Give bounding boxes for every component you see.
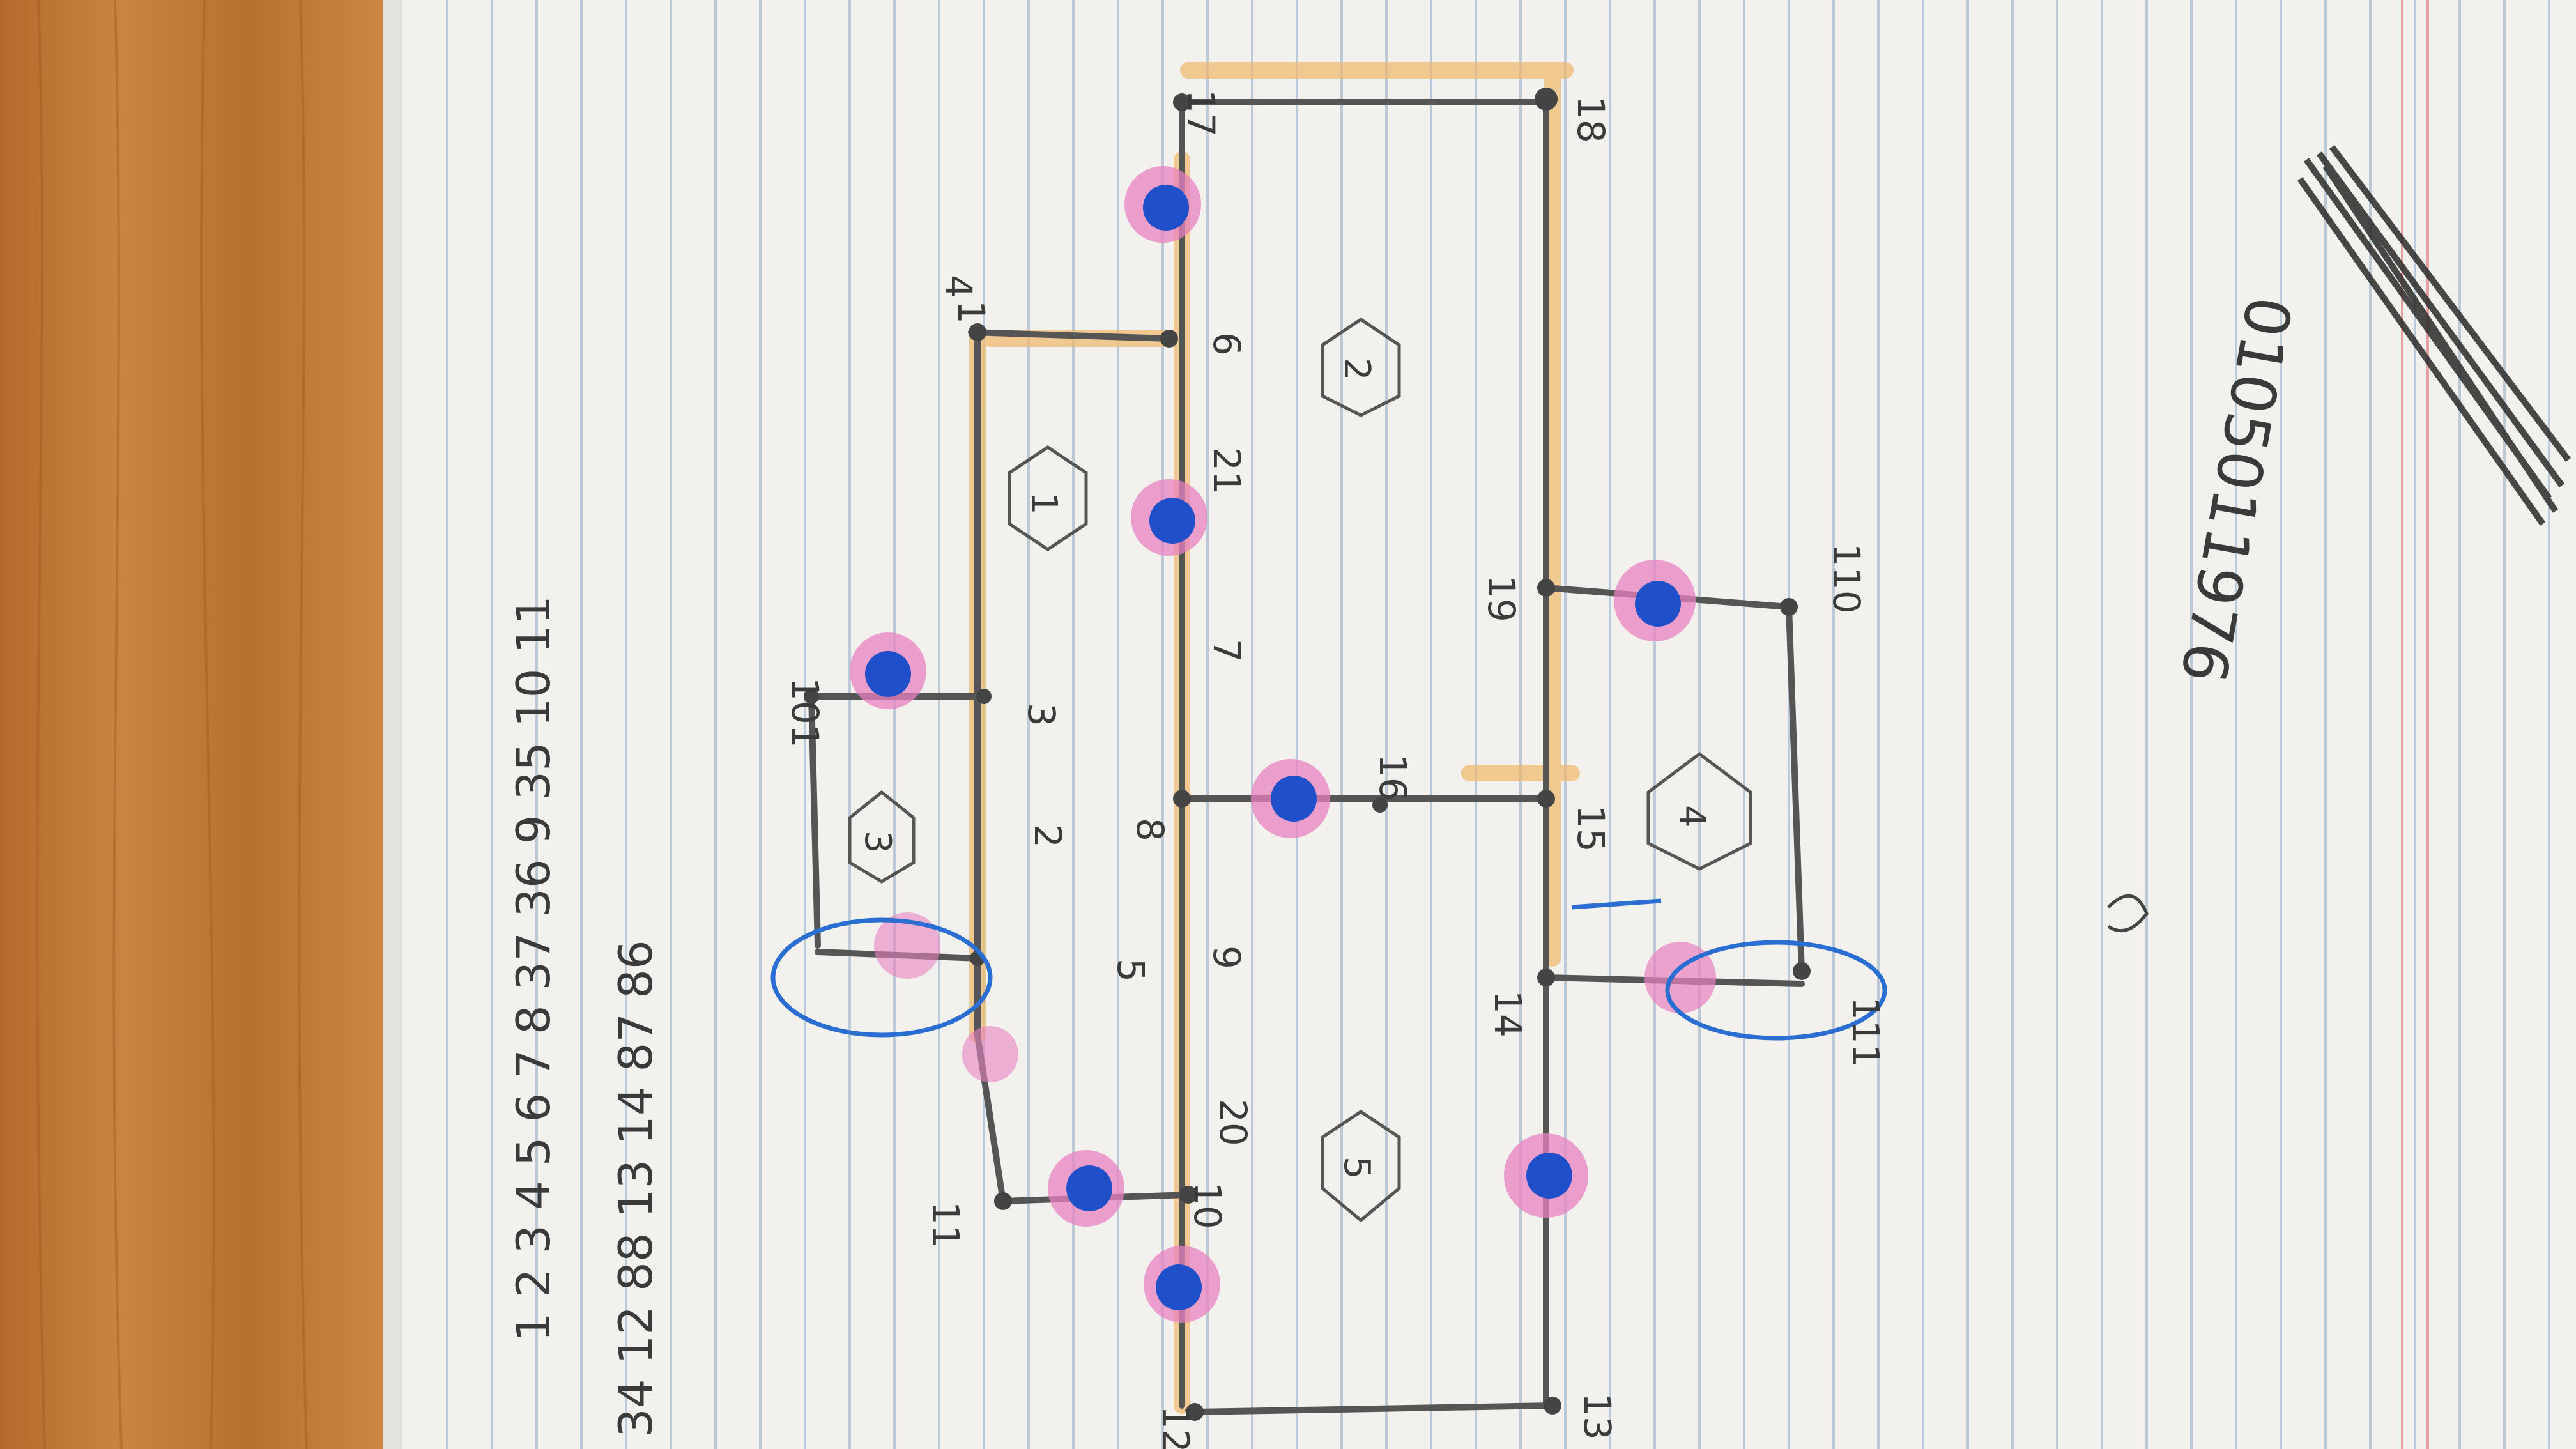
node-label: 7 [1205,639,1248,663]
node-label: 3 [1020,703,1063,726]
hexagon-label: 5 [1336,1156,1377,1179]
node-label: 101 [783,677,827,748]
node-label: 1 [949,300,993,324]
node-label: 110 [1825,543,1868,614]
paper-sheet [383,0,2576,1449]
hexagon-label: 4 [1671,805,1713,828]
node-label: 16 [1371,754,1414,801]
second-number-row: 34 12 88 13 14 87 86 [609,940,663,1438]
node-label: 111 [1844,997,1887,1068]
top-number-row: 1 2 3 4 5 6 7 8 37 36 9 35 10 11 [507,595,560,1342]
node-label: 13 [1575,1393,1619,1440]
pencil-scribble [2297,144,2571,526]
node-label: 12 [1154,1406,1197,1449]
node-label: 8 [1128,818,1172,841]
node-label: 18 [1569,96,1613,143]
node-label: 2 [1026,824,1070,848]
node-label: 20 [1211,1099,1255,1146]
hexagon-label: 1 [1023,492,1064,515]
hexagon-label: 3 [857,831,898,854]
node-label: 17 [1179,89,1223,137]
node-label: 21 [1205,447,1248,494]
node-label: 14 [1486,990,1529,1038]
node-label: 15 [1569,805,1613,852]
node-label: 11 [924,1201,967,1248]
hexagon-markers [848,317,1752,1223]
colored-markers [770,166,1887,1322]
node-label: 5 [1109,958,1153,982]
node-label: 9 [1205,946,1248,969]
hexagon-label: 2 [1336,358,1377,381]
node-label: 4 [937,275,980,298]
node-label: 19 [1480,575,1523,622]
node-label: 10 [1186,1182,1229,1229]
graph-nodes [804,88,1811,1421]
node-label: 6 [1205,332,1248,356]
